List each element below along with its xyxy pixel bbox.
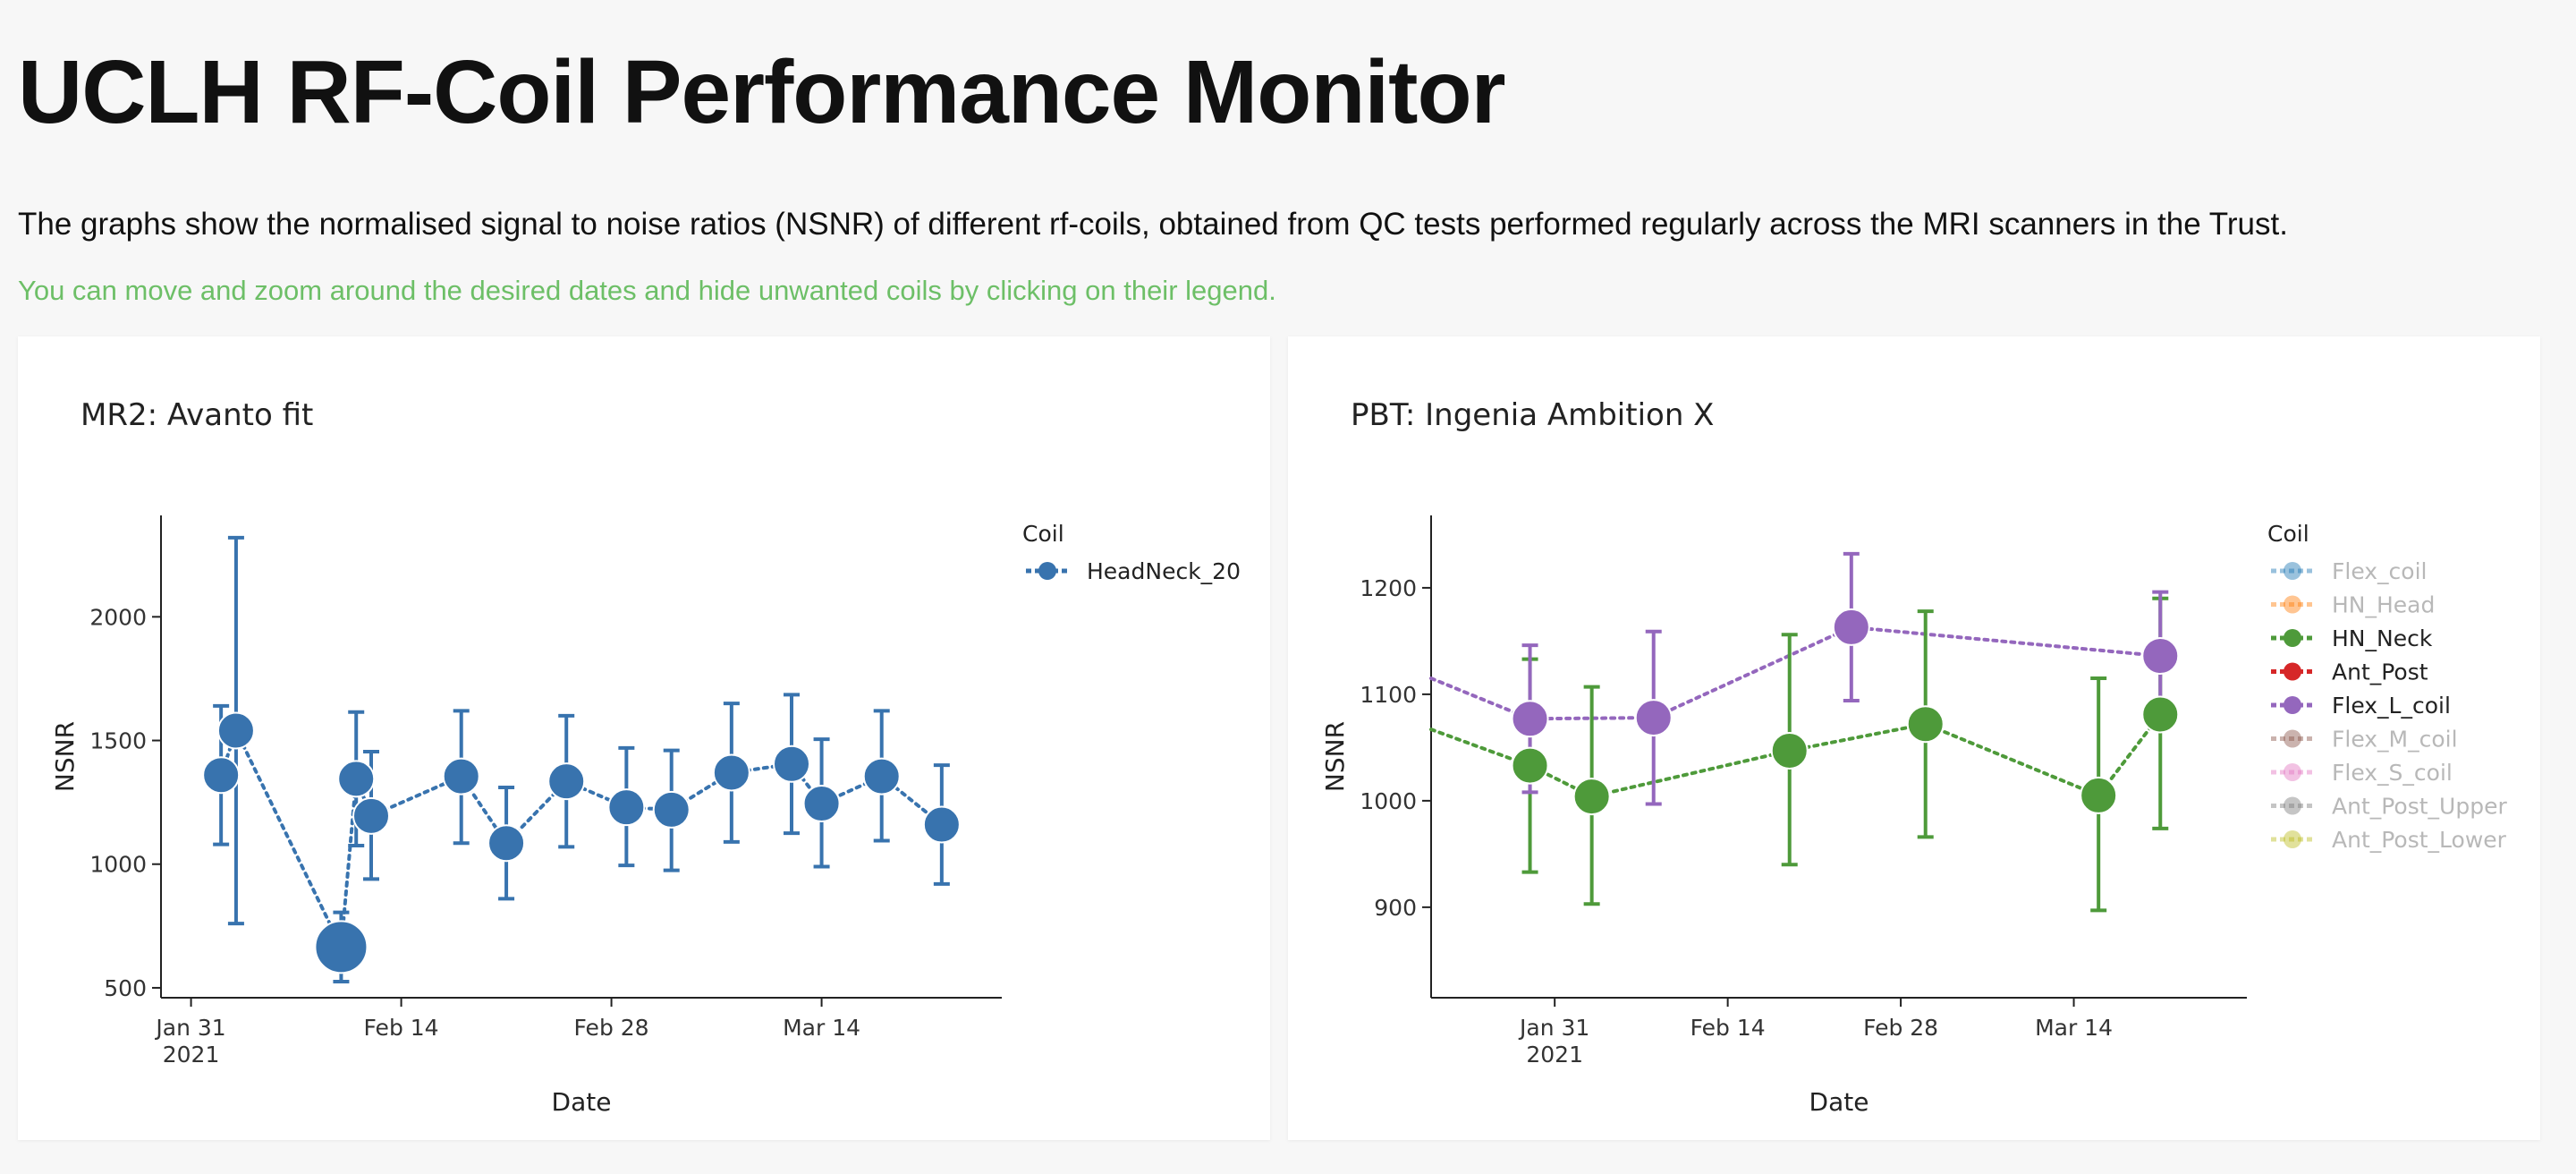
x-tick-label: Feb 14: [1690, 1015, 1766, 1041]
page-title: UCLH RF-Coil Performance Monitor: [18, 42, 1505, 142]
legend-item-flex-l-coil[interactable]: Flex_L_coil: [2271, 693, 2451, 719]
legend-item-hn-head[interactable]: HN_Head: [2271, 592, 2435, 618]
legend-item-flex-s-coil[interactable]: Flex_S_coil: [2271, 760, 2453, 786]
data-point[interactable]: [1832, 608, 1870, 646]
y-tick-label: 1000: [89, 852, 147, 878]
plot-area[interactable]: [202, 535, 961, 984]
legend-title: Coil: [2267, 521, 2309, 547]
page-instruction: You can move and zoom around the desired…: [18, 275, 1276, 306]
x-tick-label: Jan 31: [1518, 1015, 1589, 1041]
data-point[interactable]: [202, 756, 241, 795]
data-point[interactable]: [352, 796, 390, 835]
data-point[interactable]: [442, 757, 480, 795]
legend-label: Ant_Post_Lower: [2332, 827, 2507, 853]
data-point[interactable]: [1906, 705, 1945, 744]
chart-panel-pbt[interactable]: PBT: Ingenia Ambition X 900 1000 1100 1200 Ja…: [1288, 336, 2540, 1140]
legend-swatch-marker: [2284, 763, 2301, 781]
data-point[interactable]: [1511, 746, 1549, 785]
legend-swatch-marker: [2284, 629, 2301, 647]
y-tick-label: 1100: [1360, 682, 1417, 708]
legend-swatch-marker: [1038, 562, 1056, 580]
legend-swatch-marker: [2284, 595, 2301, 614]
legend-swatch-marker: [2284, 562, 2301, 580]
page-description: The graphs show the normalised signal to…: [18, 207, 2288, 242]
x-tick-sublabel: 2021: [163, 1042, 220, 1068]
data-point[interactable]: [216, 711, 255, 750]
data-point[interactable]: [862, 757, 901, 795]
data-point[interactable]: [1511, 700, 1549, 738]
y-tick-label: 1500: [89, 728, 147, 754]
legend-swatch-marker: [2284, 662, 2301, 681]
x-tick-label: Feb 28: [574, 1015, 649, 1041]
data-point[interactable]: [337, 760, 376, 798]
data-point[interactable]: [607, 788, 646, 827]
legend-swatch-marker: [2284, 796, 2301, 815]
x-tick-label: Feb 28: [1863, 1015, 1938, 1041]
chart-pbt-svg[interactable]: PBT: Ingenia Ambition X 900 1000 1100 1200 Ja…: [1288, 336, 2540, 1140]
legend-item-ant-post-upper[interactable]: Ant_Post_Upper: [2271, 794, 2507, 820]
legend-label: Flex_M_coil: [2332, 727, 2458, 753]
y-tick-label: 500: [104, 975, 147, 1001]
x-tick-label: Feb 14: [364, 1015, 439, 1041]
y-axis-title: NSNR: [50, 721, 80, 792]
legend-item-ant-post[interactable]: Ant_Post: [2271, 659, 2428, 685]
y-tick-label: 2000: [89, 604, 147, 630]
legend: Coil HeadNeck_20: [1022, 521, 1241, 584]
legend-title: Coil: [1022, 521, 1064, 547]
data-point[interactable]: [922, 805, 961, 844]
y-tick-label: 900: [1374, 895, 1417, 921]
legend-label: HN_Neck: [2332, 625, 2433, 651]
data-point[interactable]: [712, 753, 750, 792]
x-tick-sublabel: 2021: [1526, 1042, 1583, 1068]
legend-label: Flex_L_coil: [2332, 693, 2451, 719]
legend-label: HeadNeck_20: [1087, 558, 1241, 584]
x-tick-label: Mar 14: [2035, 1015, 2113, 1041]
data-point[interactable]: [1770, 731, 1809, 770]
legend-item-headneck-20[interactable]: HeadNeck_20: [1026, 558, 1241, 584]
legend-label: HN_Head: [2332, 592, 2435, 618]
legend-label: Ant_Post_Upper: [2332, 794, 2507, 820]
chart-title: PBT: Ingenia Ambition X: [1351, 397, 1714, 433]
data-point[interactable]: [2141, 637, 2180, 676]
chart-mr2-svg[interactable]: MR2: Avanto fit 500 1000 1500 2000 Jan 312021…: [18, 336, 1270, 1140]
data-point[interactable]: [547, 762, 586, 801]
x-tick-label: Mar 14: [783, 1015, 860, 1041]
data-point[interactable]: [314, 920, 369, 974]
data-point[interactable]: [2141, 695, 2180, 734]
data-point[interactable]: [802, 785, 841, 823]
chart-panel-mr2[interactable]: MR2: Avanto fit 500 1000 1500 2000 Jan 31 2021…: [18, 336, 1270, 1140]
legend-item-flex-coil[interactable]: Flex_coil: [2271, 558, 2428, 584]
legend-swatch-marker: [2284, 729, 2301, 748]
data-point[interactable]: [652, 790, 691, 829]
legend-swatch-marker: [2284, 696, 2301, 714]
data-point[interactable]: [1634, 699, 1673, 737]
series-line-flex-l-coil: [1429, 625, 2163, 721]
legend-item-flex-m-coil[interactable]: Flex_M_coil: [2271, 727, 2458, 753]
legend-label: Flex_S_coil: [2332, 760, 2453, 786]
legend-item-hn-neck[interactable]: HN_Neck: [2271, 625, 2433, 651]
chart-title: MR2: Avanto fit: [80, 397, 313, 433]
series-line-headneck-20: [219, 726, 944, 954]
x-axis-title: Date: [552, 1087, 612, 1117]
legend-label: Flex_coil: [2332, 558, 2428, 584]
legend-label: Ant_Post: [2332, 659, 2428, 685]
y-tick-label: 1000: [1360, 788, 1417, 814]
legend-item-ant-post-lower[interactable]: Ant_Post_Lower: [2271, 827, 2507, 853]
y-tick-label: 1200: [1360, 575, 1417, 601]
data-point[interactable]: [2080, 776, 2118, 814]
plot-area[interactable]: [1429, 551, 2180, 913]
data-point[interactable]: [773, 744, 810, 783]
legend: Coil Flex_coil HN_Head HN_Neck Ant_Post Flex_…: [2267, 521, 2507, 853]
x-axis-title: Date: [1809, 1087, 1869, 1117]
data-point[interactable]: [1572, 778, 1611, 816]
legend-swatch-marker: [2284, 830, 2301, 848]
y-axis-title: NSNR: [1320, 721, 1350, 792]
data-point[interactable]: [487, 824, 526, 863]
x-tick-label: Jan 31: [154, 1015, 225, 1041]
